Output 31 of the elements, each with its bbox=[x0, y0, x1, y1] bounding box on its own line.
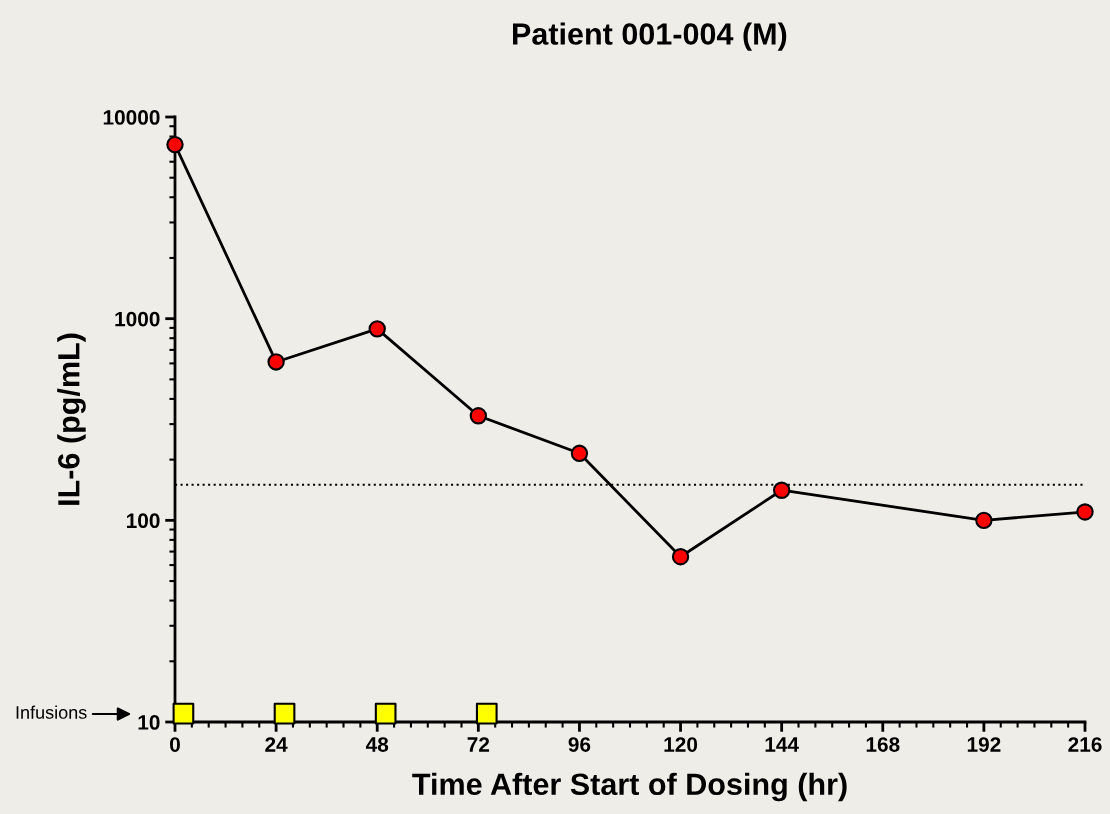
point bbox=[975, 511, 993, 530]
point bbox=[166, 135, 184, 154]
x-tick-label: 96 bbox=[568, 737, 591, 752]
point bbox=[1076, 503, 1094, 521]
x-axis-title: Time After Start of Dosing (hr) bbox=[412, 772, 847, 802]
x-tick-label: 168 bbox=[866, 737, 900, 752]
x-tick-label: 0 bbox=[170, 737, 180, 752]
legend-label: Infusions bbox=[16, 705, 87, 719]
x-tick-label: 24 bbox=[265, 737, 288, 752]
y-axis-title: IL-6 (pg/mL) bbox=[57, 333, 86, 505]
chart-title: Patient 001-004 (M) bbox=[513, 22, 787, 51]
y-tick-label: 10 bbox=[138, 715, 160, 730]
point bbox=[374, 702, 397, 725]
point bbox=[475, 702, 498, 725]
point bbox=[273, 702, 296, 725]
y-tick-label: 100 bbox=[126, 513, 160, 529]
x-tick-label: 120 bbox=[664, 737, 698, 752]
point bbox=[671, 548, 690, 566]
x-tick-label: 144 bbox=[765, 737, 799, 752]
x-tick-label: 72 bbox=[467, 737, 490, 752]
x-tick-label: 192 bbox=[967, 737, 1001, 752]
point bbox=[570, 444, 589, 462]
point bbox=[368, 320, 386, 338]
y-tick-label: 1000 bbox=[115, 311, 160, 327]
x-tick-label: 48 bbox=[365, 737, 389, 752]
point bbox=[469, 407, 488, 425]
point bbox=[267, 353, 285, 371]
x-tick-label: 216 bbox=[1068, 737, 1102, 752]
point bbox=[772, 481, 791, 499]
y-tick-label: 10000 bbox=[103, 110, 160, 125]
point bbox=[172, 702, 195, 725]
